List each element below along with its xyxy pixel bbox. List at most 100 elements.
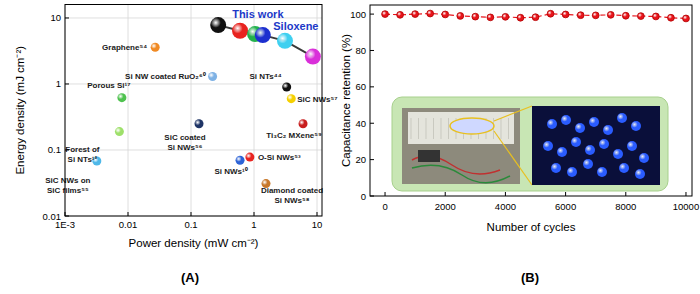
plot-frame [370,5,692,196]
point [547,10,554,17]
data-group [382,10,690,22]
led [583,159,593,169]
x-tick [625,192,626,196]
point [210,17,226,33]
point [282,83,291,92]
y-axis-label: Energy density (mJ cm⁻²) [14,46,26,175]
panel: This workGraphene⁵⁴Si NW coated RuO₂⁶⁰Po… [14,5,338,286]
x-tick [685,192,686,196]
x-tick [385,192,386,196]
led [627,141,637,151]
photo-right [532,106,660,185]
breadboard-row [426,118,427,139]
breadboard-row [441,118,442,139]
point [287,94,296,103]
label-line: Si NWs⁵⁸ [274,196,309,205]
led [631,121,641,131]
inset-frame [392,97,668,191]
point [236,156,245,165]
point [397,11,404,18]
panel-label: (A) [181,270,199,285]
led [543,141,553,151]
x-tick-label: 0.1 [184,219,197,230]
label-line: Si NWs⁵⁶ [168,143,203,152]
x-tick-label: 10 [312,219,323,230]
led [571,137,581,147]
led-cluster [450,118,494,134]
led [567,167,577,177]
point [592,12,599,19]
point [151,43,160,52]
x-tick [128,212,129,216]
x-tick [565,192,566,196]
led [575,123,585,133]
point [245,153,254,162]
breadboard-row [508,118,509,139]
breadboard [408,112,514,144]
led [603,125,613,135]
point-label: SiC coatedSi NWs⁵⁶ [164,133,205,152]
y-tick [370,14,374,15]
y-tick [370,123,374,124]
point [117,93,126,102]
zoom-line [494,131,532,185]
led [585,145,595,155]
led [639,153,649,163]
led [635,169,645,179]
point [232,23,248,39]
breadboard-row [418,118,419,139]
x-tick [65,212,66,216]
device [418,150,440,162]
x-tick [505,192,506,196]
y-tick-label: 10 [50,12,61,23]
point [502,13,509,20]
x-axis-label: Number of cycles [487,221,576,233]
label-line: Graphene⁵⁴ [102,43,147,52]
point-label: Ti₃C₂ MXene⁵⁹ [266,131,322,140]
breadboard-row [448,118,449,139]
point-label: This work [232,8,284,20]
y-tick-label: 20 [355,154,366,165]
point [412,11,419,18]
label-line: SiC coated [164,133,205,142]
point [622,12,629,19]
point [487,14,494,21]
label-line: SiC films⁵⁵ [47,186,89,195]
point [427,10,434,17]
y-tick [370,196,374,197]
led [597,167,607,177]
point [683,15,690,22]
y-tick-label: 0 [361,191,366,202]
x-axis-label: Power density (mW cm⁻²) [129,237,259,249]
led [561,115,571,125]
zoom-line [494,106,532,121]
led [617,113,627,123]
panel: 0200040006000800010000020406080100Number… [340,5,699,285]
point [607,11,614,18]
label-line: Si NTs⁴⁴ [249,72,281,81]
y-tick-label: 0.1 [48,144,61,155]
label-line: Si NW coated RuO₂⁶⁰ [125,72,205,81]
label-line: SiC NWs⁵⁷ [297,95,337,104]
point [305,49,321,65]
label-line: SiC NWs on [45,176,90,185]
point [457,13,464,20]
y-tick-label: 60 [355,81,366,92]
y-tick-label: 40 [355,118,366,129]
photo-left [402,108,520,184]
led [551,163,561,173]
figure: This workGraphene⁵⁴Si NW coated RuO₂⁶⁰Po… [0,0,700,294]
point-label: Porous Si¹⁷ [87,81,130,90]
point-label: Si NWs¹⁰ [214,167,247,176]
point [517,14,524,21]
point [668,14,675,21]
x-tick-label: 0.01 [119,219,138,230]
grid-line [191,5,192,217]
led [613,149,623,159]
point [195,119,204,128]
point [442,11,449,18]
x-tick [445,192,446,196]
grid-line [317,5,318,217]
label-line: Forest of [65,145,100,154]
point [577,12,584,19]
